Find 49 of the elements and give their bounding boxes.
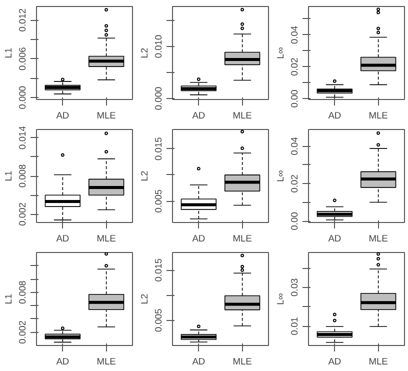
x-tick-label: MLE <box>232 234 252 244</box>
y-tick-label: 0.04 <box>290 137 300 156</box>
y-tick-label: 0.03 <box>290 278 300 296</box>
y-tick-label: 0.01 <box>290 317 300 336</box>
y-tick-label: 0.008 <box>18 164 28 188</box>
x-tick-label: AD <box>328 356 342 366</box>
y-axis-title: L1 <box>4 48 14 58</box>
y-tick-label: 0.015 <box>154 258 164 282</box>
x-tick-label: AD <box>328 234 342 244</box>
y-tick-label: 0.005 <box>154 189 164 213</box>
x-tick-label: AD <box>328 110 342 120</box>
y-axis-title: L2 <box>140 294 150 304</box>
y-tick-label: 0.006 <box>18 47 28 70</box>
x-tick-label: AD <box>56 110 70 120</box>
y-axis-title: L1 <box>4 170 14 182</box>
x-tick-label: MLE <box>232 110 252 120</box>
y-axis-title: L∞ <box>276 170 286 182</box>
y-tick-label: 0.012 <box>18 8 28 32</box>
x-tick-label: MLE <box>96 110 116 120</box>
x-tick-label: AD <box>192 234 206 244</box>
x-tick-label: AD <box>56 356 70 366</box>
y-axis-title: L1 <box>4 294 14 304</box>
y-axis-title: L∞ <box>276 46 286 59</box>
y-tick-label: 0.008 <box>18 280 28 304</box>
y-axis-title: L2 <box>140 48 150 58</box>
x-tick-label: MLE <box>96 356 116 366</box>
y-tick-label: 0.015 <box>154 137 164 161</box>
y-tick-label: 0.00 <box>290 90 300 108</box>
y-tick-label: 0.000 <box>154 86 164 110</box>
y-tick-label: 0.002 <box>18 202 28 226</box>
y-tick-label: 0.005 <box>154 308 164 332</box>
x-tick-label: MLE <box>368 356 388 366</box>
y-axis-title: L∞ <box>276 292 286 305</box>
x-tick-label: AD <box>56 234 70 244</box>
x-tick-label: AD <box>192 110 206 120</box>
x-tick-label: MLE <box>232 356 252 366</box>
y-tick-label: 0.000 <box>18 86 28 110</box>
x-tick-label: AD <box>192 356 206 366</box>
x-tick-label: MLE <box>368 234 388 244</box>
y-axis-title: L2 <box>140 170 150 182</box>
y-tick-label: 0.010 <box>154 34 164 58</box>
x-tick-label: MLE <box>96 234 116 244</box>
y-tick-label: 0.04 <box>290 26 300 44</box>
y-tick-label: 0.014 <box>18 126 28 150</box>
y-tick-label: 0.02 <box>290 174 300 193</box>
x-tick-label: MLE <box>368 110 388 120</box>
y-tick-label: 0.00 <box>290 212 300 230</box>
y-tick-label: 0.02 <box>290 58 300 76</box>
y-tick-label: 0.002 <box>18 320 28 344</box>
